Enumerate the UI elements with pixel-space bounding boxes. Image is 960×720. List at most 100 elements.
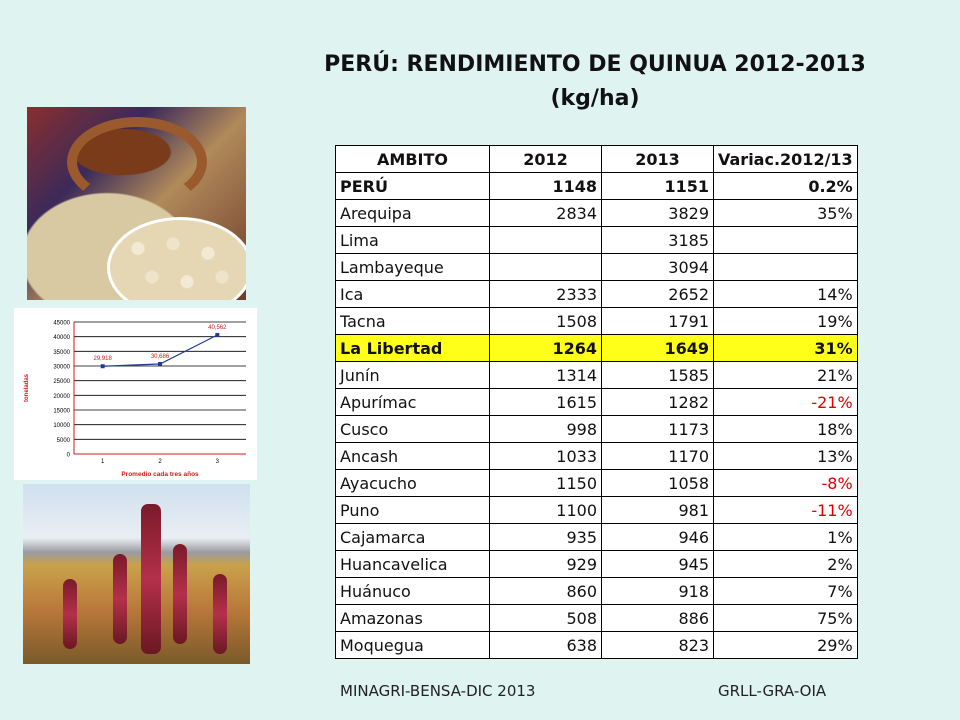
cell-2012: 1033 [489,442,602,470]
cell-ambito: Huancavelica [335,550,490,578]
table-row: Junín 1314 1585 21% [335,361,858,389]
x-axis-label: Promedio cada tres años [121,471,199,478]
table-row: Arequipa 2834 3829 35% [335,199,858,227]
cell-ambito: Junín [335,361,490,389]
cell-ambito: Cusco [335,415,490,443]
cell-2012: 998 [489,415,602,443]
seed-closeup-shape [107,217,246,300]
cell-variacion: -11% [713,496,858,524]
header-variacion: Variac.2012/13 [713,145,858,173]
cell-variacion: -8% [713,469,858,497]
cell-ambito: Ancash [335,442,490,470]
cell-2013: 3829 [601,199,714,227]
cell-2012: 935 [489,523,602,551]
table-row: Huancavelica 929 945 2% [335,550,858,578]
data-label: 40,562 [208,325,227,331]
cell-ambito: Amazonas [335,604,490,632]
cell-variacion: 18% [713,415,858,443]
series-line [102,334,218,367]
cell-2013: 3185 [601,226,714,254]
y-tick-label: 25000 [53,379,70,385]
title-line-1: PERÚ: RENDIMIENTO DE QUINUA 2012-2013 [324,52,866,77]
quinoa-grain-photo [27,107,246,300]
cell-2012: 1314 [489,361,602,389]
cell-ambito: Lima [335,226,490,254]
y-tick-label: 45000 [53,321,70,327]
header-2012: 2012 [489,145,602,173]
cell-2013: 1585 [601,361,714,389]
cell-2013: 1173 [601,415,714,443]
cell-2012: 1508 [489,307,602,335]
header-ambito: AMBITO [335,145,490,173]
cell-variacion: 0.2% [713,172,858,200]
data-label: 29,918 [93,356,112,362]
cell-2012: 1100 [489,496,602,524]
cell-variacion: 19% [713,307,858,335]
cell-variacion: 21% [713,361,858,389]
cell-2012: 860 [489,577,602,605]
data-label: 30,686 [151,354,170,360]
cell-variacion: 14% [713,280,858,308]
cell-2012: 1150 [489,469,602,497]
cell-ambito: Apurímac [335,388,490,416]
table-row: La Libertad 1264 1649 31% [335,334,858,362]
cell-ambito: Puno [335,496,490,524]
cell-2013: 1791 [601,307,714,335]
cell-2013: 1151 [601,172,714,200]
plume-shape [213,574,227,654]
table-row: Ancash 1033 1170 13% [335,442,858,470]
yield-table: AMBITO 2012 2013 Variac.2012/13 PERÚ 1148… [335,145,858,659]
y-tick-label: 10000 [53,423,70,429]
production-chart: 0 5000 10000 15000 20000 25000 30000 35000 40000… [14,308,257,480]
y-axis-label: toneladas [24,373,30,402]
cell-variacion: -21% [713,388,858,416]
y-tick-label: 30000 [53,365,70,371]
cell-ambito: Moquegua [335,631,490,659]
table-row: PERÚ 1148 1151 0.2% [335,172,858,200]
cell-ambito: La Libertad [335,334,490,362]
table-row: Lima 3185 [335,226,858,254]
footer-source: MINAGRI-BENSA-DIC 2013 [340,682,536,700]
cell-2013: 1282 [601,388,714,416]
table-row: Ica 2333 2652 14% [335,280,858,308]
x-tick-label: 3 [216,459,220,465]
cell-variacion: 75% [713,604,858,632]
y-tick-label: 15000 [53,409,70,415]
cell-ambito: Arequipa [335,199,490,227]
cell-2012: 1615 [489,388,602,416]
title-line-2: (kg/ha) [550,86,640,111]
header-2013: 2013 [601,145,714,173]
clay-bowl-shape [67,117,207,207]
cell-variacion [713,226,858,254]
data-point [100,364,105,369]
cell-2013: 918 [601,577,714,605]
cell-variacion: 31% [713,334,858,362]
table-row: Lambayeque 3094 [335,253,858,281]
cell-2012 [489,226,602,254]
table-row: Moquegua 638 823 29% [335,631,858,659]
table-row: Puno 1100 981 -11% [335,496,858,524]
quinoa-field-photo [23,484,250,664]
cell-2013: 886 [601,604,714,632]
data-point [215,333,220,338]
cell-2012: 929 [489,550,602,578]
cell-ambito: Huánuco [335,577,490,605]
cell-2013: 1649 [601,334,714,362]
plume-shape [63,579,77,649]
data-point [158,361,162,366]
cell-ambito: Lambayeque [335,253,490,281]
cell-variacion: 7% [713,577,858,605]
table-row: Ayacucho 1150 1058 -8% [335,469,858,497]
table-row: Tacna 1508 1791 19% [335,307,858,335]
cell-ambito: Cajamarca [335,523,490,551]
x-tick-label: 2 [158,459,162,465]
cell-2013: 3094 [601,253,714,281]
y-tick-label: 40000 [53,335,70,341]
cell-2012: 1148 [489,172,602,200]
cell-2013: 946 [601,523,714,551]
cell-2012: 638 [489,631,602,659]
cell-2013: 981 [601,496,714,524]
y-tick-label: 20000 [53,394,70,400]
cell-2013: 1058 [601,469,714,497]
chart-svg: 0 5000 10000 15000 20000 25000 30000 35000 40000… [24,321,246,478]
